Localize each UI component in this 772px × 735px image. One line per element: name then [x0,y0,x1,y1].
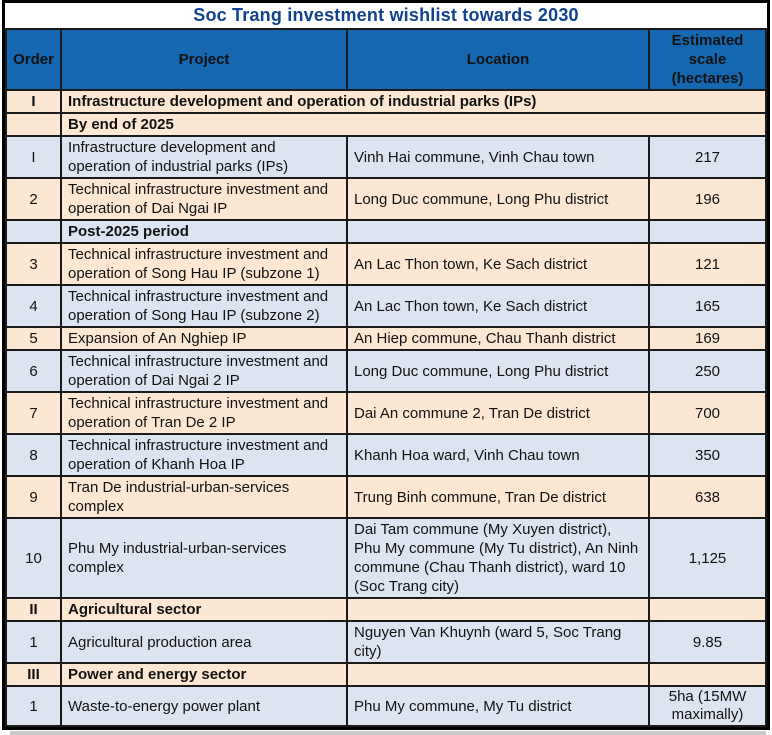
table-row: I Infrastructure development and operati… [5,135,767,179]
order-cell: 8 [5,433,62,477]
project-cell: Technical infrastructure investment and … [60,242,348,286]
table-row: 1 Agricultural production area Nguyen Va… [5,620,767,664]
table-row-subsection: III Power and energy sector [5,662,767,687]
location-cell: Long Duc commune, Long Phu district [346,349,650,393]
column-header-location: Location [346,28,650,91]
order-cell: I [5,89,62,114]
column-header-project: Project [60,28,348,91]
scale-cell [648,219,767,244]
order-cell: 5 [5,326,62,351]
table-row: 6 Technical infrastructure investment an… [5,349,767,393]
location-cell [346,662,650,687]
scale-cell: 217 [648,135,767,179]
table-row-subsection: II Agricultural sector [5,597,767,622]
project-cell: Technical infrastructure investment and … [60,391,348,435]
table-row-subsection: Post-2025 period [5,219,767,244]
location-cell: Khanh Hoa ward, Vinh Chau town [346,433,650,477]
location-cell: Dai An commune 2, Tran De district [346,391,650,435]
project-cell: Technical infrastructure investment and … [60,433,348,477]
order-cell: 3 [5,242,62,286]
scale-cell: 250 [648,349,767,393]
order-cell [5,112,62,137]
scale-cell: 196 [648,177,767,221]
scale-cell: 9.85 [648,620,767,664]
section-label: Post-2025 period [60,219,348,244]
table-row: 4 Technical infrastructure investment an… [5,284,767,328]
order-cell: II [5,597,62,622]
scale-cell: 5ha (15MW maximally) [648,685,767,727]
order-cell: 1 [5,685,62,727]
location-cell: Trung Binh commune, Tran De district [346,475,650,519]
scale-cell: 165 [648,284,767,328]
order-cell: 1 [5,620,62,664]
scale-cell: 121 [648,242,767,286]
location-cell: An Hiep commune, Chau Thanh district [346,326,650,351]
section-label: By end of 2025 [60,112,767,137]
header-row: Order Project Location Estimated scale (… [5,28,767,91]
table-row-section: By end of 2025 [5,112,767,137]
column-header-order: Order [5,28,62,91]
table-row: 2 Technical infrastructure investment an… [5,177,767,221]
location-cell [346,219,650,244]
section-label: Infrastructure development and operation… [60,89,767,114]
table-row-section: I Infrastructure development and operati… [5,89,767,114]
project-cell: Agricultural production area [60,620,348,664]
order-cell [5,219,62,244]
location-cell: Long Duc commune, Long Phu district [346,177,650,221]
order-cell: 4 [5,284,62,328]
investment-table: Order Project Location Estimated scale (… [5,28,767,727]
order-cell: 9 [5,475,62,519]
scale-cell: 700 [648,391,767,435]
order-cell: 6 [5,349,62,393]
location-cell: Nguyen Van Khuynh (ward 5, Soc Trang cit… [346,620,650,664]
table-row: 3 Technical infrastructure investment an… [5,242,767,286]
location-cell: An Lac Thon town, Ke Sach district [346,284,650,328]
scale-cell: 350 [648,433,767,477]
location-cell: Vinh Hai commune, Vinh Chau town [346,135,650,179]
order-cell: 10 [5,517,62,599]
order-cell: 2 [5,177,62,221]
scale-cell: 1,125 [648,517,767,599]
project-cell: Waste-to-energy power plant [60,685,348,727]
section-label: Agricultural sector [60,597,348,622]
table-row: 9 Tran De industrial-urban-services comp… [5,475,767,519]
location-cell: Dai Tam commune (My Xuyen district), Phu… [346,517,650,599]
scale-cell [648,597,767,622]
table-row: 5 Expansion of An Nghiep IP An Hiep comm… [5,326,767,351]
column-header-scale: Estimated scale (hectares) [648,28,767,91]
order-cell: I [5,135,62,179]
project-cell: Phu My industrial-urban-services complex [60,517,348,599]
section-label: Power and energy sector [60,662,348,687]
table-row: 1 Waste-to-energy power plant Phu My com… [5,685,767,727]
project-cell: Technical infrastructure investment and … [60,284,348,328]
scale-cell: 638 [648,475,767,519]
location-cell [346,597,650,622]
project-cell: Expansion of An Nghiep IP [60,326,348,351]
order-cell: 7 [5,391,62,435]
project-cell: Technical infrastructure investment and … [60,177,348,221]
project-cell: Infrastructure development and operation… [60,135,348,179]
scan-edge-artifact [10,731,766,735]
table-row: 8 Technical infrastructure investment an… [5,433,767,477]
project-cell: Tran De industrial-urban-services comple… [60,475,348,519]
location-cell: An Lac Thon town, Ke Sach district [346,242,650,286]
location-cell: Phu My commune, My Tu district [346,685,650,727]
page-title: Soc Trang investment wishlist towards 20… [5,3,767,28]
scale-cell [648,662,767,687]
scale-cell: 169 [648,326,767,351]
table-row: 10 Phu My industrial-urban-services comp… [5,517,767,599]
project-cell: Technical infrastructure investment and … [60,349,348,393]
table-row: 7 Technical infrastructure investment an… [5,391,767,435]
order-cell: III [5,662,62,687]
